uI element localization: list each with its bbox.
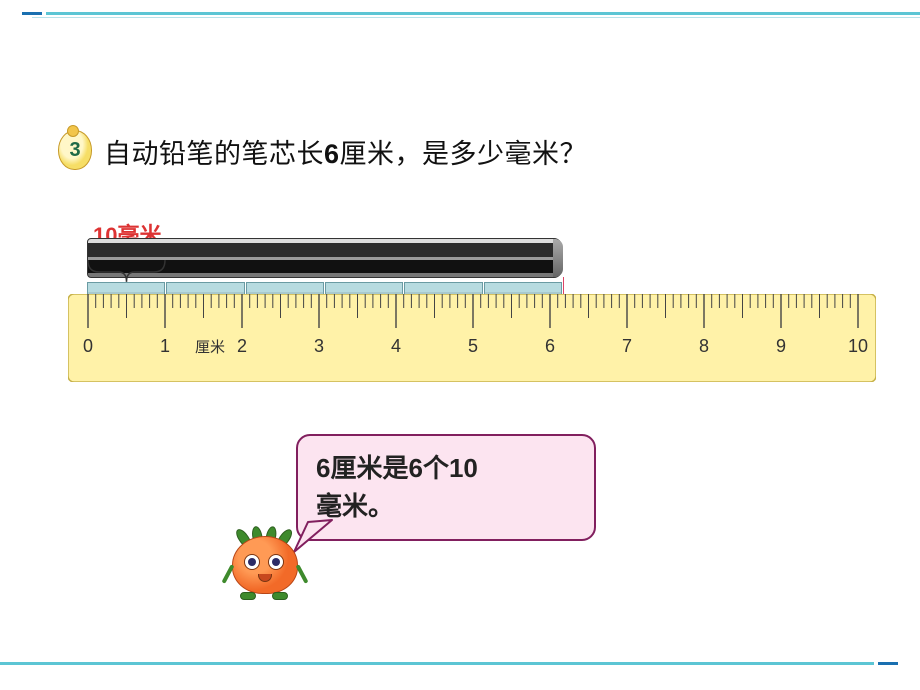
ruler: 0 1 2 3 4 5 6 7 8 9 10 厘米 [68,294,876,382]
top-divider [22,12,920,15]
svg-text:8: 8 [699,336,709,356]
bubble-n1: 6 [316,453,330,483]
top-divider-thin [32,17,920,18]
speech-bubble: 6厘米是6个10毫米。 [296,434,596,541]
badge-number: 3 [58,130,92,170]
tomato-character-icon [222,522,310,606]
tomato-body [232,536,298,594]
svg-text:10: 10 [848,336,868,356]
svg-text:2: 2 [237,336,247,356]
svg-text:0: 0 [83,336,93,356]
svg-text:5: 5 [468,336,478,356]
bubble-line2: 毫米。 [316,491,394,521]
question-unit: 厘米 [340,139,395,169]
bubble-t1: 厘米是 [330,453,408,483]
svg-text:6: 6 [545,336,555,356]
svg-text:1: 1 [160,336,170,356]
svg-text:7: 7 [622,336,632,356]
question-suffix: ，是多少毫米？ [395,139,588,169]
bottom-divider [0,662,898,665]
question-value: 6 [324,139,340,169]
question-prefix: 自动铅笔的笔芯长 [104,139,324,169]
svg-text:4: 4 [391,336,401,356]
tomato-foot [272,592,288,600]
tomato-eye [268,554,284,570]
bubble-n2: 6 [408,453,422,483]
tomato-foot [240,592,256,600]
question-text: 自动铅笔的笔芯长6厘米，是多少毫米？ [104,132,587,171]
bubble-n3: 10 [449,453,478,483]
bracket-icon [87,258,166,284]
ruler-svg: 0 1 2 3 4 5 6 7 8 9 10 厘米 [68,294,876,382]
question-number-badge: 3 [56,128,96,172]
svg-text:3: 3 [314,336,324,356]
tomato-eye [244,554,260,570]
svg-text:9: 9 [776,336,786,356]
svg-text:厘米: 厘米 [195,339,225,356]
bubble-t2: 个 [423,453,449,483]
tomato-hand [296,564,309,584]
